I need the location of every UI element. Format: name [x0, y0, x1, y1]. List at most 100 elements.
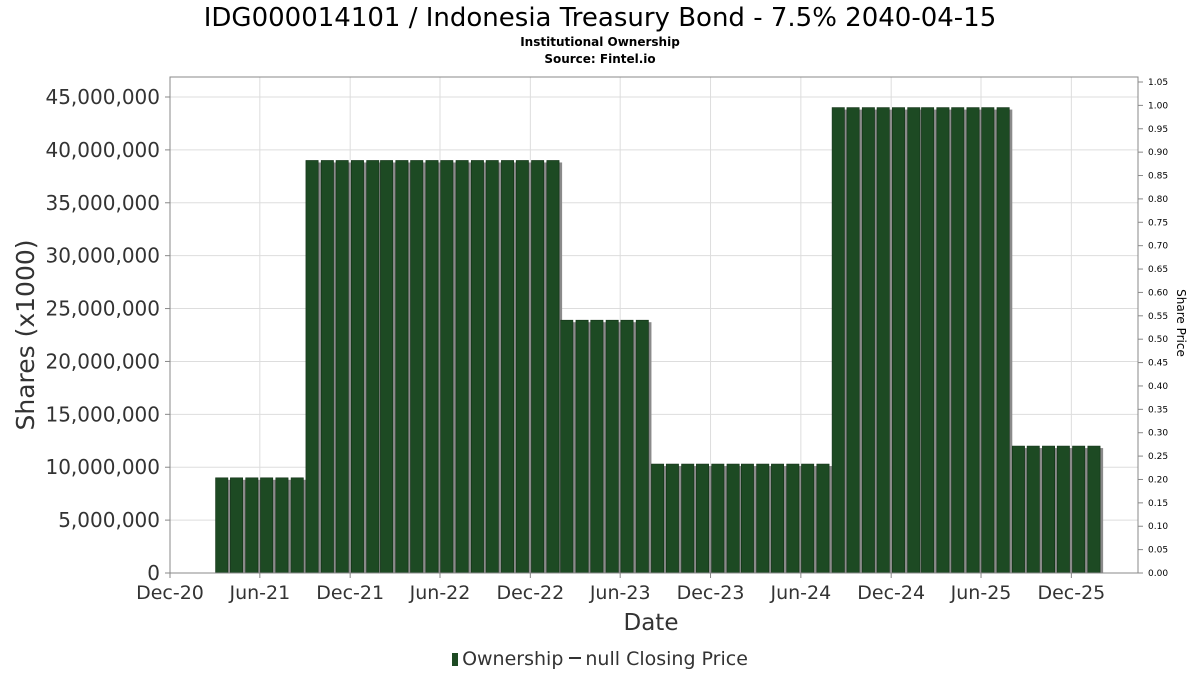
- ownership-bar: [620, 319, 634, 574]
- ownership-bar: [215, 477, 229, 574]
- y2-tick-label: 0.80: [1148, 195, 1168, 205]
- x-tick-label: Dec-22: [496, 582, 564, 604]
- chart-subtitle: Institutional Ownership: [520, 35, 680, 49]
- y2-tick-label: 0.70: [1148, 242, 1168, 252]
- chart-title: IDG000014101 / Indonesia Treasury Bond -…: [203, 3, 997, 33]
- ownership-bar: [651, 463, 665, 574]
- y2-tick-label: 0.85: [1148, 172, 1168, 182]
- x-tick-label: Dec-25: [1037, 582, 1105, 604]
- ownership-bar: [635, 319, 649, 574]
- ownership-legend-swatch: [452, 653, 459, 666]
- ownership-bar: [335, 160, 349, 574]
- x-tick-label: Jun-23: [589, 582, 651, 604]
- y2-tick-label: 0.15: [1148, 499, 1168, 509]
- y-tick-label: 30,000,000: [45, 244, 160, 268]
- ownership-bar: [366, 160, 380, 574]
- ownership-bar: [681, 463, 695, 574]
- y-axis-title: Shares (x1000): [11, 239, 40, 430]
- x-tick-label: Jun-22: [409, 582, 471, 604]
- ownership-bar: [1042, 445, 1056, 574]
- ownership-bar: [305, 160, 319, 574]
- y-tick-label: 20,000,000: [45, 349, 160, 373]
- x-tick-label: Jun-21: [228, 582, 290, 604]
- x-tick-label: Dec-23: [677, 582, 745, 604]
- x-axis-title: Date: [624, 610, 679, 636]
- ownership-bar: [936, 107, 950, 574]
- y2-tick-label: 1.05: [1148, 78, 1168, 88]
- ownership-bar: [230, 477, 243, 574]
- price-legend-label: null Closing Price: [585, 648, 748, 670]
- ownership-bars: [215, 107, 1104, 574]
- ownership-bar: [590, 319, 604, 574]
- ownership-bar: [1026, 445, 1040, 574]
- y2-tick-label: 0.95: [1148, 125, 1168, 135]
- y2-tick-label: 0.50: [1148, 335, 1168, 345]
- ownership-bar: [951, 107, 965, 574]
- y2-tick-label: 0.90: [1148, 148, 1168, 158]
- ownership-bar: [921, 107, 935, 574]
- ownership-bar: [560, 319, 574, 574]
- ownership-bar: [1087, 445, 1101, 574]
- ownership-bar: [515, 160, 529, 574]
- ownership-bar: [455, 160, 469, 574]
- ownership-legend-label: Ownership: [462, 648, 564, 670]
- y2-tick-label: 0.30: [1148, 429, 1168, 439]
- y2-tick-label: 0.45: [1148, 359, 1168, 369]
- ownership-bar: [831, 107, 845, 574]
- ownership-bar: [966, 107, 980, 574]
- y2-tick-label: 0.75: [1148, 218, 1168, 228]
- price-legend-line: [569, 657, 582, 659]
- y2-tick-label: 0.20: [1148, 475, 1168, 485]
- ownership-bar: [740, 463, 754, 574]
- chart-legend: Ownership null Closing Price: [0, 647, 1200, 671]
- ownership-bar: [275, 477, 289, 574]
- ownership-bar: [351, 160, 364, 574]
- ownership-bar: [726, 463, 740, 574]
- ownership-bar: [575, 319, 589, 574]
- y2-tick-label: 0.35: [1148, 405, 1168, 415]
- ownership-bar: [861, 107, 875, 574]
- ownership-bar: [892, 107, 905, 574]
- y2-tick-label: 1.00: [1148, 101, 1168, 111]
- ownership-bar: [1056, 445, 1070, 574]
- ownership-bar: [786, 463, 800, 574]
- chart-source: Source: Fintel.io: [544, 52, 656, 66]
- ownership-bar: [1011, 445, 1025, 574]
- ownership-bar: [801, 463, 815, 574]
- ownership-bar: [816, 463, 830, 574]
- ownership-bar: [876, 107, 890, 574]
- ownership-bar: [846, 107, 860, 574]
- x-tick-label: Dec-21: [316, 582, 384, 604]
- ownership-bar: [260, 477, 274, 574]
- y2-tick-label: 0.05: [1148, 546, 1168, 556]
- ownership-bar: [981, 107, 995, 574]
- x-tick-label: Jun-24: [769, 582, 831, 604]
- ownership-bar: [395, 160, 409, 574]
- y-tick-label: 35,000,000: [45, 191, 160, 215]
- ownership-bar: [320, 160, 334, 574]
- ownership-bar: [996, 107, 1010, 574]
- y2-axis-title: Share Price: [1174, 289, 1188, 357]
- x-tick-label: Jun-25: [950, 582, 1012, 604]
- ownership-bar: [470, 160, 484, 574]
- ownership-bar: [907, 107, 921, 574]
- ownership-bar: [546, 160, 560, 574]
- ownership-bar: [756, 463, 770, 574]
- y-tick-label: 0: [147, 561, 160, 585]
- y2-tick-label: 0.40: [1148, 382, 1168, 392]
- x-tick-label: Dec-20: [136, 582, 204, 604]
- ownership-bar: [380, 160, 394, 574]
- y2-tick-label: 0.55: [1148, 312, 1168, 322]
- ownership-bar: [531, 160, 545, 574]
- ownership-bar: [665, 463, 679, 574]
- y2-tick-label: 0.00: [1148, 569, 1168, 579]
- y2-tick-label: 0.60: [1148, 288, 1168, 298]
- ownership-bar: [425, 160, 439, 574]
- plot-border: [169, 76, 1139, 574]
- ownership-bar: [605, 319, 619, 574]
- x-tick-label: Dec-24: [857, 582, 925, 604]
- ownership-bar: [501, 160, 514, 574]
- ownership-bar: [410, 160, 424, 574]
- ownership-bar: [771, 463, 785, 574]
